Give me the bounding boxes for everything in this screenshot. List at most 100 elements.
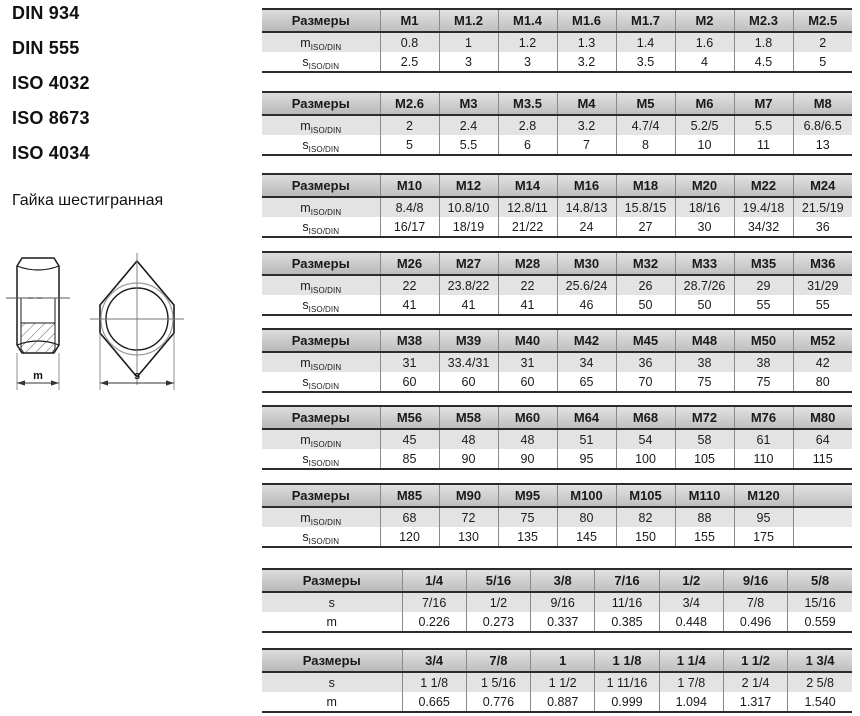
row-label: mISO/DIN <box>262 115 380 135</box>
table-cell: 175 <box>733 527 793 548</box>
standards-list: DIN 934 DIN 555 ISO 4032 ISO 8673 ISO 40… <box>12 4 252 179</box>
column-header-size: M120 <box>733 483 793 508</box>
row-label: m <box>262 612 402 633</box>
column-header-size: M3.5 <box>497 91 557 116</box>
row-label: mISO/DIN <box>262 352 380 372</box>
table-cell: 0.337 <box>530 612 595 633</box>
table-cell: 1.540 <box>787 692 852 713</box>
table-header-row: Размеры 3/4 7/8 1 1 1/8 1 1/4 1 1/2 1 3/4 <box>262 648 852 673</box>
column-header-size: 1/2 <box>658 568 724 593</box>
table-cell: 0.999 <box>594 692 660 713</box>
table-cell: 19.4/18 <box>733 197 793 217</box>
table-cell: 18/19 <box>438 217 498 238</box>
table-cell: 6 <box>497 135 557 156</box>
table-cell: 18/16 <box>674 197 734 217</box>
table-cell: 55 <box>733 295 793 316</box>
table-cell: 28.7/26 <box>674 275 734 295</box>
table-cell: 2 <box>379 115 439 135</box>
table-row: sISO/DIN 2.5 3 3 3.2 3.5 4 4.5 5 <box>262 52 852 73</box>
table-cell: 135 <box>497 527 557 548</box>
column-header-size: M90 <box>438 483 498 508</box>
spec-table-metric-3: Размеры M10 M12 M14 M16 M18 M20 M22 M24 mISO/DIN 8… <box>262 173 852 238</box>
table-cell: 41 <box>497 295 557 316</box>
table-cell: 29 <box>733 275 793 295</box>
table-header-row: Размеры M10 M12 M14 M16 M18 M20 M22 M24 <box>262 173 852 198</box>
table-cell: 1 <box>438 32 498 52</box>
table-cell: 26 <box>615 275 675 295</box>
column-header-label: Размеры <box>262 251 380 276</box>
table-row: mISO/DIN 68 72 75 80 82 88 95 <box>262 507 852 527</box>
table-header-row: Размеры M2.6 M3 M3.5 M4 M5 M6 M7 M8 <box>262 91 852 116</box>
column-header-label: Размеры <box>262 8 380 33</box>
table-cell: 4.7/4 <box>615 115 675 135</box>
table-row: sISO/DIN 120 130 135 145 150 155 175 <box>262 527 852 548</box>
column-header-size: M33 <box>674 251 734 276</box>
column-header-size: M26 <box>379 251 439 276</box>
row-label: sISO/DIN <box>262 372 380 393</box>
row-label-subscript: ISO/DIN <box>310 439 342 449</box>
table-cell: 95 <box>733 507 793 527</box>
table-cell: 105 <box>674 449 734 470</box>
column-header-size: M48 <box>674 328 734 353</box>
table-cell: 150 <box>615 527 675 548</box>
column-header-size: M72 <box>674 405 734 430</box>
table-cell: 3.5 <box>615 52 675 73</box>
column-header-size: M50 <box>733 328 793 353</box>
table-row: sISO/DIN 60 60 60 65 70 75 75 80 <box>262 372 852 393</box>
row-label-subscript: ISO/DIN <box>308 61 340 71</box>
table-cell: 0.665 <box>401 692 467 713</box>
column-header-size: M24 <box>792 173 852 198</box>
spec-table-metric-6: Размеры M56 M58 M60 M64 M68 M72 M76 M80 mISO/DIN 4… <box>262 405 852 470</box>
table-cell: 54 <box>615 429 675 449</box>
row-label: sISO/DIN <box>262 135 380 156</box>
column-header-label: Размеры <box>262 91 380 116</box>
column-header-size: M68 <box>615 405 675 430</box>
table-cell: 2 <box>792 32 852 52</box>
table-cell: 31 <box>379 352 439 372</box>
column-header-size: M42 <box>556 328 616 353</box>
spec-table-metric-5: Размеры M38 M39 M40 M42 M45 M48 M50 M52 mISO/DIN 3… <box>262 328 852 393</box>
table-header-row: Размеры M1 M1.2 M1.4 M1.6 M1.7 M2 M2.3 M2.5 <box>262 8 852 33</box>
table-cell: 145 <box>556 527 616 548</box>
table-cell: 0.273 <box>465 612 531 633</box>
column-header-size: M45 <box>615 328 675 353</box>
table-cell: 9/16 <box>530 592 595 612</box>
table-cell: 15/16 <box>787 592 852 612</box>
column-header-size: M58 <box>438 405 498 430</box>
row-label: s <box>262 672 402 692</box>
column-header-size: 7/8 <box>465 648 531 673</box>
row-label: mISO/DIN <box>262 507 380 527</box>
table-cell: 2 1/4 <box>722 672 788 692</box>
column-header-size: M6 <box>674 91 734 116</box>
row-label-subscript: ISO/DIN <box>308 304 340 314</box>
column-header-size: M32 <box>615 251 675 276</box>
column-header-size: 1 <box>530 648 595 673</box>
column-header-size: 5/16 <box>465 568 531 593</box>
row-label: sISO/DIN <box>262 295 380 316</box>
table-row: s 7/16 1/2 9/16 11/16 3/4 7/8 15/16 <box>262 592 852 612</box>
column-header-size: M56 <box>379 405 439 430</box>
table-row: mISO/DIN 8.4/8 10.8/10 12.8/11 14.8/13 15.8/1… <box>262 197 852 217</box>
table-cell: 50 <box>674 295 734 316</box>
column-header-size: M60 <box>497 405 557 430</box>
table-cell: 41 <box>438 295 498 316</box>
table-cell: 2.8 <box>497 115 557 135</box>
table-cell: 70 <box>615 372 675 393</box>
table-cell: 155 <box>674 527 734 548</box>
column-header-size: M2.3 <box>733 8 793 33</box>
row-label-subscript: ISO/DIN <box>310 42 342 52</box>
column-header-size: M1.6 <box>556 8 616 33</box>
row-label: sISO/DIN <box>262 52 380 73</box>
table-cell: 0.887 <box>530 692 595 713</box>
row-label-subscript: ISO/DIN <box>310 362 342 372</box>
column-header-label: Размеры <box>262 173 380 198</box>
table-cell: 1.094 <box>658 692 724 713</box>
column-header-size: M3 <box>438 91 498 116</box>
table-cell: 31 <box>497 352 557 372</box>
row-label: s <box>262 592 402 612</box>
table-cell: 4.5 <box>733 52 793 73</box>
column-header-size: M2.5 <box>792 8 852 33</box>
standard-item: DIN 555 <box>12 38 80 58</box>
column-header-size: M18 <box>615 173 675 198</box>
